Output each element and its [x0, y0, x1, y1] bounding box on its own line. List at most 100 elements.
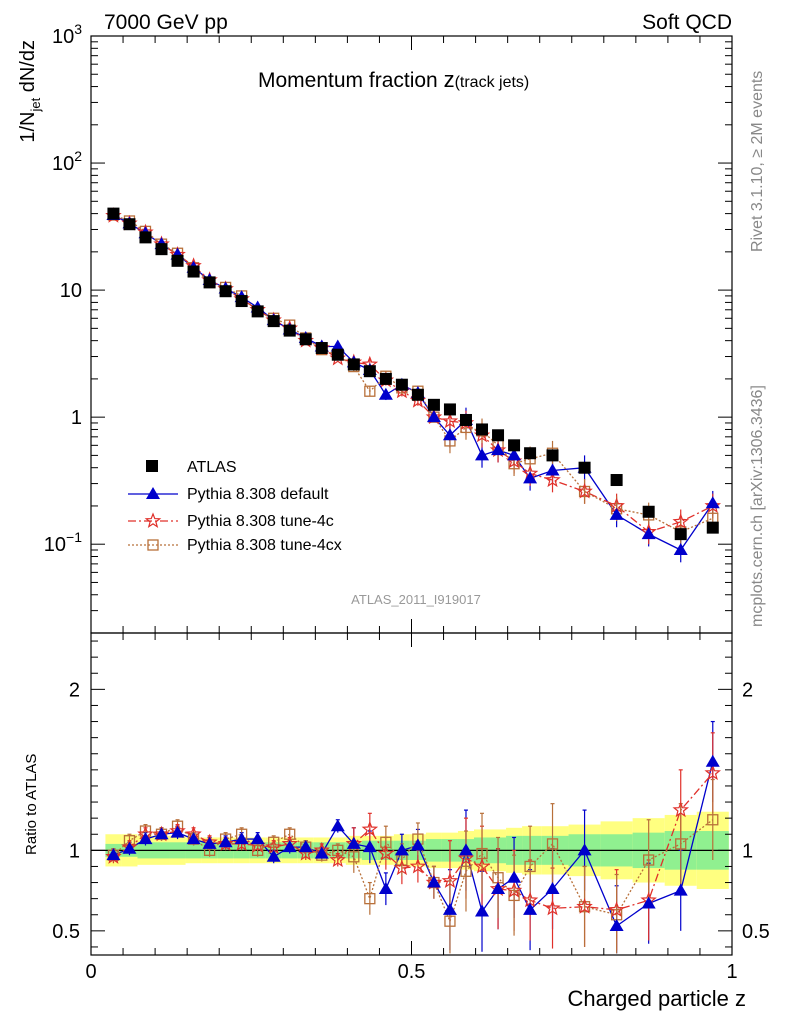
data-point — [123, 218, 136, 231]
beam-label: 7000 GeV pp — [104, 11, 228, 34]
legend-marker-tune4c — [144, 512, 162, 528]
data-point — [251, 305, 264, 318]
ratio-axis-ticks: 2 2 1 1 0.5 0.5 — [52, 640, 770, 948]
data-point — [492, 429, 505, 442]
data-point — [576, 482, 593, 499]
ratio-point — [576, 898, 593, 914]
data-point — [299, 333, 312, 346]
data-point — [267, 315, 280, 328]
data-point — [475, 448, 490, 461]
data-point — [524, 447, 537, 460]
data-point — [171, 254, 184, 267]
data-point — [235, 295, 248, 308]
legend-marker-atlas — [146, 460, 158, 472]
x-axis-label: Charged particle z — [567, 986, 746, 1011]
data-point — [704, 497, 722, 513]
ratio-point — [505, 881, 523, 898]
x-tick-label: 0 — [85, 961, 96, 983]
ratio-tick-label: 0.5 — [742, 921, 770, 943]
legend-marker-default — [146, 487, 160, 499]
ratio-tick-label: 0.5 — [52, 921, 80, 943]
ratio-point — [442, 902, 457, 915]
ratio-point — [378, 881, 393, 894]
ratio-point — [346, 836, 361, 849]
data-point — [672, 513, 690, 529]
data-point — [642, 505, 655, 518]
ratio-point — [473, 857, 491, 874]
ratio-point — [394, 843, 409, 856]
ratio-point — [218, 835, 233, 848]
data-point — [523, 471, 538, 484]
chart-title: Momentum fraction z(track jets) — [258, 67, 529, 92]
data-point — [426, 410, 441, 423]
ratio-point — [377, 844, 395, 861]
mcplots-label: mcplots.cern.ch [arXiv:1306.3436] — [749, 385, 766, 627]
ratio-point — [122, 841, 137, 854]
ratio-point — [524, 860, 536, 873]
data-point — [219, 285, 232, 298]
data-point — [107, 207, 120, 220]
ratio-point — [609, 919, 624, 932]
data-point — [442, 428, 457, 441]
data-point — [545, 463, 560, 476]
data-point — [203, 276, 216, 289]
category-label: Soft QCD — [642, 11, 732, 34]
ratio-point — [546, 838, 559, 850]
ratio-point — [266, 849, 281, 862]
ratio-point — [268, 836, 280, 848]
ratio-point — [672, 801, 690, 818]
ratio-point — [608, 901, 625, 917]
ratio-point — [544, 899, 561, 916]
y-tick-label: 10 — [60, 280, 82, 302]
ratio-point — [458, 843, 473, 856]
data-point — [187, 265, 200, 278]
ratio-point — [410, 838, 425, 851]
legend: ATLAS Pythia 8.308 default Pythia 8.308 … — [128, 459, 342, 554]
legend-label-default: Pythia 8.308 default — [187, 486, 329, 503]
data-point — [476, 423, 489, 436]
ratio-point — [444, 915, 456, 927]
data-point — [427, 398, 440, 411]
ratio-point — [106, 848, 121, 861]
data-point — [378, 387, 393, 400]
ratio-point — [348, 851, 360, 863]
ratio-point — [578, 901, 591, 913]
y-axis-label: 1/Njet dN/dz — [17, 40, 43, 143]
y-tick-label: 10−1 — [44, 529, 82, 556]
series-line — [113, 215, 714, 533]
data-point — [610, 474, 623, 487]
series-line — [113, 214, 714, 533]
data-point — [459, 413, 472, 426]
data-point — [347, 358, 360, 371]
data-point — [673, 543, 688, 556]
data-point — [641, 527, 656, 540]
data-point — [283, 324, 296, 337]
ratio-point — [330, 819, 345, 832]
y-tick-label: 102 — [52, 148, 82, 175]
data-point — [507, 448, 522, 461]
legend-label-atlas: ATLAS — [187, 459, 237, 476]
y-tick-label: 1 — [71, 407, 82, 429]
data-point — [155, 243, 168, 256]
data-point — [331, 348, 344, 361]
ratio-tick-label: 1 — [69, 840, 80, 862]
data-point — [139, 231, 152, 244]
ratio-point — [673, 883, 688, 896]
ratio-point — [332, 844, 344, 856]
ratio-point — [426, 875, 441, 888]
ratio-point — [393, 859, 411, 876]
data-point — [315, 342, 328, 355]
ratio-point — [282, 840, 297, 853]
x-tick-label: 1 — [726, 961, 737, 983]
legend-label-tune4c: Pythia 8.308 tune-4c — [187, 513, 334, 530]
ratio-point — [186, 832, 201, 845]
data-point — [364, 385, 376, 397]
ratio-point — [707, 814, 719, 826]
data-point — [379, 372, 392, 385]
data-point — [674, 528, 687, 541]
legend-marker-tune4cx — [147, 539, 159, 551]
data-point — [578, 461, 591, 474]
analysis-id: ATLAS_2011_I919017 — [351, 592, 481, 607]
